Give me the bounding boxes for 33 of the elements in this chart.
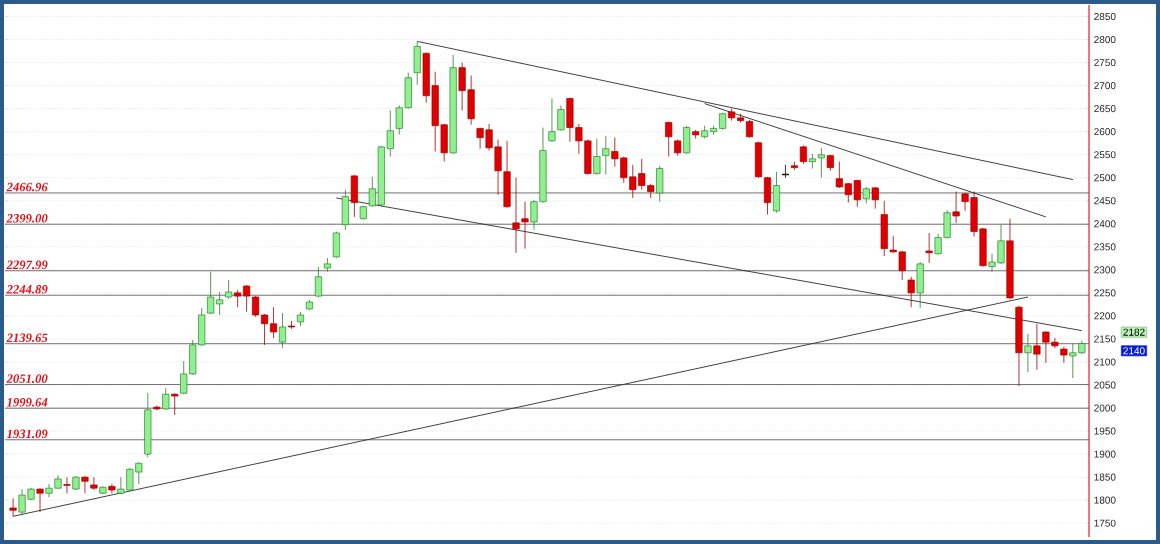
text: 2140 (1123, 347, 1145, 355)
ref-line-label: 2399.00 (6, 214, 48, 223)
y-tick-label: 1800 (1094, 496, 1116, 504)
y-tick-label: 2050 (1094, 381, 1116, 389)
y-tick-label: 2500 (1094, 174, 1116, 182)
y-tick-label: 2750 (1094, 59, 1116, 67)
y-tick-label: 2350 (1094, 243, 1116, 251)
y-tick-label: 2550 (1094, 151, 1116, 159)
ref-line-label: 2297.99 (6, 260, 48, 270)
ref-line-label: 2139.65 (6, 333, 48, 343)
ref-line-label: 2466.96 (6, 182, 48, 192)
y-tick-label: 1950 (1094, 427, 1116, 435)
y-tick-label: 2100 (1094, 358, 1116, 366)
y-tick-label: 2200 (1094, 312, 1116, 320)
ref-line-label: 1999.64 (6, 398, 48, 407)
y-tick-label: 2600 (1094, 128, 1116, 136)
y-tick-label: 2700 (1094, 82, 1116, 90)
y-tick-label: 2650 (1094, 105, 1116, 113)
y-tick-label: 2450 (1094, 197, 1116, 205)
y-tick-label: 2250 (1094, 289, 1116, 297)
y-tick-label: 1850 (1094, 473, 1116, 481)
ref-line-label: 2244.89 (6, 285, 48, 294)
y-tick-label: 2000 (1094, 404, 1116, 412)
y-tick-label: 1750 (1094, 519, 1116, 527)
ref-line-label: 1931.09 (6, 429, 48, 439)
y-tick-label: 2300 (1094, 266, 1116, 274)
y-tick-label: 2800 (1094, 36, 1116, 44)
text: 2182 (1123, 328, 1145, 336)
ref-line-label: 2051.00 (6, 374, 48, 383)
y-tick-label: 2400 (1094, 220, 1116, 228)
y-tick-label: 2850 (1094, 12, 1116, 21)
y-tick-label: 2150 (1094, 335, 1116, 343)
y-tick-label: 1900 (1094, 450, 1116, 458)
